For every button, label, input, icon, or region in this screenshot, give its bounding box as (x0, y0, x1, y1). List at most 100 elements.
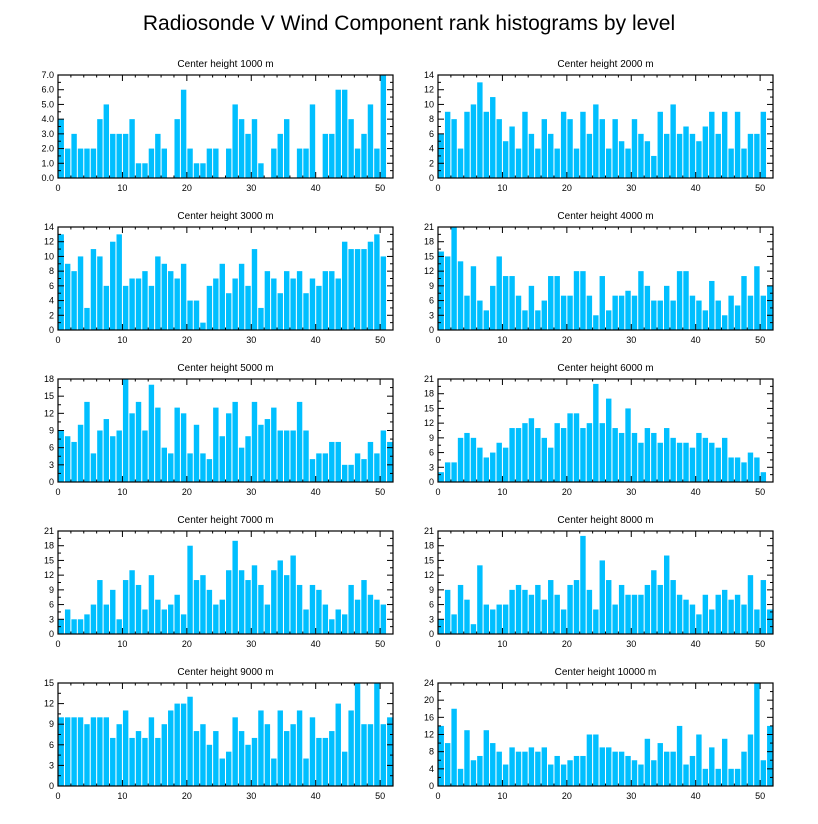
y-tick-label: 21 (44, 526, 54, 536)
bar (361, 459, 367, 482)
bar (58, 234, 64, 330)
bar (573, 755, 580, 786)
y-tick-label: 2 (429, 158, 434, 168)
bar (103, 285, 110, 330)
bar (180, 703, 187, 786)
bar (226, 751, 232, 786)
bar (226, 413, 232, 482)
bar (110, 133, 116, 178)
x-tick-label: 10 (497, 791, 507, 801)
bar (142, 271, 148, 330)
y-tick-label: 0 (49, 629, 54, 639)
bar (586, 734, 593, 786)
bar (606, 747, 612, 787)
bar (502, 141, 509, 178)
bar (670, 751, 676, 786)
bar (84, 148, 90, 178)
y-tick-label: 20 (424, 695, 434, 705)
bar (116, 724, 122, 786)
bar (560, 428, 567, 482)
bar (638, 133, 644, 178)
bar (148, 384, 155, 482)
bar (271, 148, 277, 178)
bar (509, 747, 515, 787)
bar (535, 148, 541, 178)
y-tick-label: 2 (49, 310, 54, 320)
y-tick-label: 6 (49, 600, 54, 610)
bar (122, 133, 129, 178)
bar (258, 307, 264, 330)
y-tick-label: 3 (429, 614, 434, 624)
bar (232, 278, 238, 330)
bar (296, 584, 303, 634)
bar (593, 734, 599, 786)
bar (148, 575, 155, 634)
bar (97, 580, 103, 634)
x-tick-label: 0 (55, 183, 60, 193)
bar (84, 307, 90, 330)
bar (309, 459, 316, 482)
bar (258, 163, 264, 178)
bar (251, 401, 258, 482)
x-tick-label: 50 (755, 639, 765, 649)
bar (335, 609, 341, 634)
bar (741, 276, 747, 330)
bar (374, 453, 380, 482)
y-tick-label: 6 (429, 448, 434, 458)
bar (116, 234, 122, 330)
bar (548, 764, 554, 786)
bar (612, 751, 618, 786)
bar (509, 126, 515, 178)
bar (309, 584, 316, 634)
bar (90, 148, 97, 178)
bar (483, 111, 490, 178)
bar (187, 545, 193, 634)
bar (625, 148, 631, 178)
bar (721, 315, 728, 330)
bar (599, 747, 605, 787)
bar (335, 89, 341, 178)
bar (760, 472, 767, 482)
bar (155, 133, 161, 178)
figure-title: Radiosonde V Wind Component rank histogr… (143, 12, 675, 35)
bar (387, 441, 393, 482)
x-tick-label: 20 (562, 183, 572, 193)
x-tick-label: 40 (691, 335, 701, 345)
bar (264, 271, 271, 330)
bar (200, 724, 206, 786)
bar (638, 271, 644, 330)
bar (374, 599, 380, 634)
bar (631, 760, 638, 786)
bar (116, 619, 122, 634)
bar (528, 594, 535, 634)
x-tick-label: 50 (375, 335, 385, 345)
bar (490, 609, 496, 634)
bar (618, 751, 625, 786)
x-tick-label: 50 (375, 639, 385, 649)
bar (168, 710, 174, 786)
bar (535, 751, 541, 786)
bar (709, 280, 715, 330)
bar (309, 278, 316, 330)
x-tick-label: 50 (755, 335, 765, 345)
y-tick-label: 9 (429, 433, 434, 443)
x-tick-label: 0 (435, 639, 440, 649)
bar (715, 133, 721, 178)
y-tick-label: 5.0 (41, 99, 54, 109)
bar (644, 141, 651, 178)
bar (148, 148, 155, 178)
y-tick-label: 10 (424, 99, 434, 109)
bar (515, 148, 522, 178)
bar (548, 580, 554, 634)
panel-5: Center height 5000 m 0 10 20 30 40 50 0 3 6 9 12 15 1… (44, 363, 394, 497)
x-tick-label: 10 (497, 183, 507, 193)
bar (90, 249, 97, 330)
y-tick-label: 3 (429, 310, 434, 320)
bar (161, 148, 167, 178)
bar (760, 580, 767, 634)
bar (483, 730, 490, 786)
bar (71, 271, 77, 330)
bar (657, 111, 663, 178)
bar (129, 737, 135, 786)
panel-title: Center height 6000 m (557, 363, 653, 374)
